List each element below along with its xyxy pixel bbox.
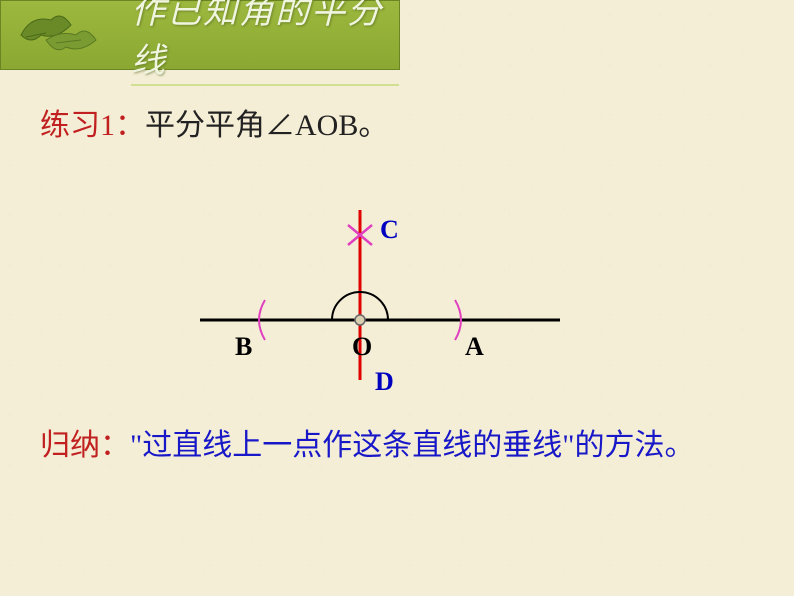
diagram-svg: C O D B A (180, 190, 580, 410)
leaf-decoration (11, 5, 111, 65)
label-o: O (352, 332, 372, 361)
summary-line: 归纳："过直线上一点作这条直线的垂线"的方法。 (40, 420, 695, 464)
label-b: B (235, 332, 252, 361)
label-d: D (375, 367, 394, 396)
summary-label: 归纳： (40, 429, 130, 462)
label-a: A (465, 332, 484, 361)
point-o (355, 315, 365, 325)
exercise-line: 练习1：平分平角∠AOB。 (40, 100, 388, 144)
summary-content: "过直线上一点作这条直线的垂线"的方法。 (130, 429, 695, 462)
label-c: C (380, 215, 399, 244)
exercise-label: 练习1： (40, 109, 145, 142)
header-banner: 作已知角的平分线 (0, 0, 400, 70)
header-title: 作已知角的平分线 (131, 0, 399, 86)
geometry-diagram: C O D B A (180, 190, 580, 410)
exercise-content: 平分平角∠AOB。 (145, 109, 388, 142)
